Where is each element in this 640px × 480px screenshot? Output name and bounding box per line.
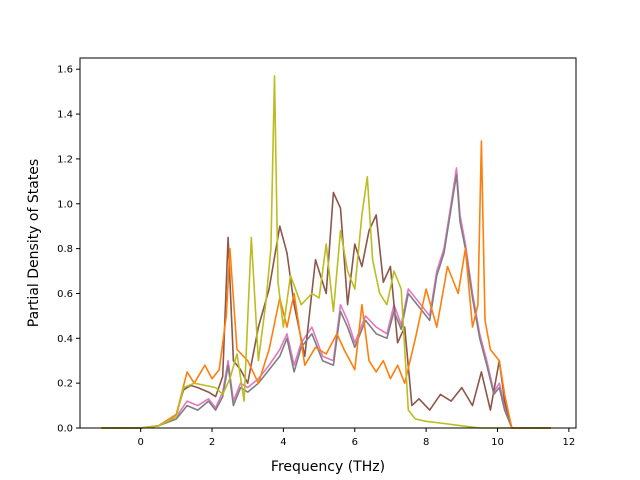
axes — [79, 57, 577, 429]
y-ticks: 0.0 0.2 0.4 0.6 0.8 1.0 1.2 1.4 1.6 — [57, 65, 80, 435]
y-tick-label: 0.8 — [57, 244, 73, 255]
y-axis-label: Partial Density of States — [26, 159, 42, 327]
y-tick-label: 1.0 — [57, 199, 73, 210]
series-line-5 — [101, 75, 551, 429]
x-tick-label: 8 — [423, 437, 429, 448]
y-tick-label: 0.4 — [57, 334, 73, 345]
y-tick-label: 1.6 — [57, 65, 73, 76]
x-tick-label: 12 — [562, 437, 575, 448]
y-tick-label: 1.4 — [57, 110, 73, 121]
x-tick-label: 10 — [491, 437, 504, 448]
series-lines — [101, 75, 551, 429]
series-line-3 — [101, 173, 551, 429]
plot-area — [80, 58, 576, 428]
series-line-4 — [101, 140, 551, 429]
x-tick-label: 0 — [137, 437, 143, 448]
x-tick-label: 6 — [352, 437, 358, 448]
plot-frame — [79, 57, 577, 429]
x-tick-label: 2 — [209, 437, 215, 448]
series-line-2 — [101, 191, 551, 429]
y-tick-label: 0.2 — [57, 379, 73, 390]
y-tick-label: 0.0 — [57, 424, 73, 435]
x-tick-label: 4 — [280, 437, 286, 448]
x-axis-label: Frequency (THz) — [271, 459, 385, 475]
x-ticks: 0 2 4 6 8 10 12 — [137, 428, 575, 448]
y-tick-label: 0.6 — [57, 289, 73, 300]
y-tick-label: 1.2 — [57, 154, 73, 165]
